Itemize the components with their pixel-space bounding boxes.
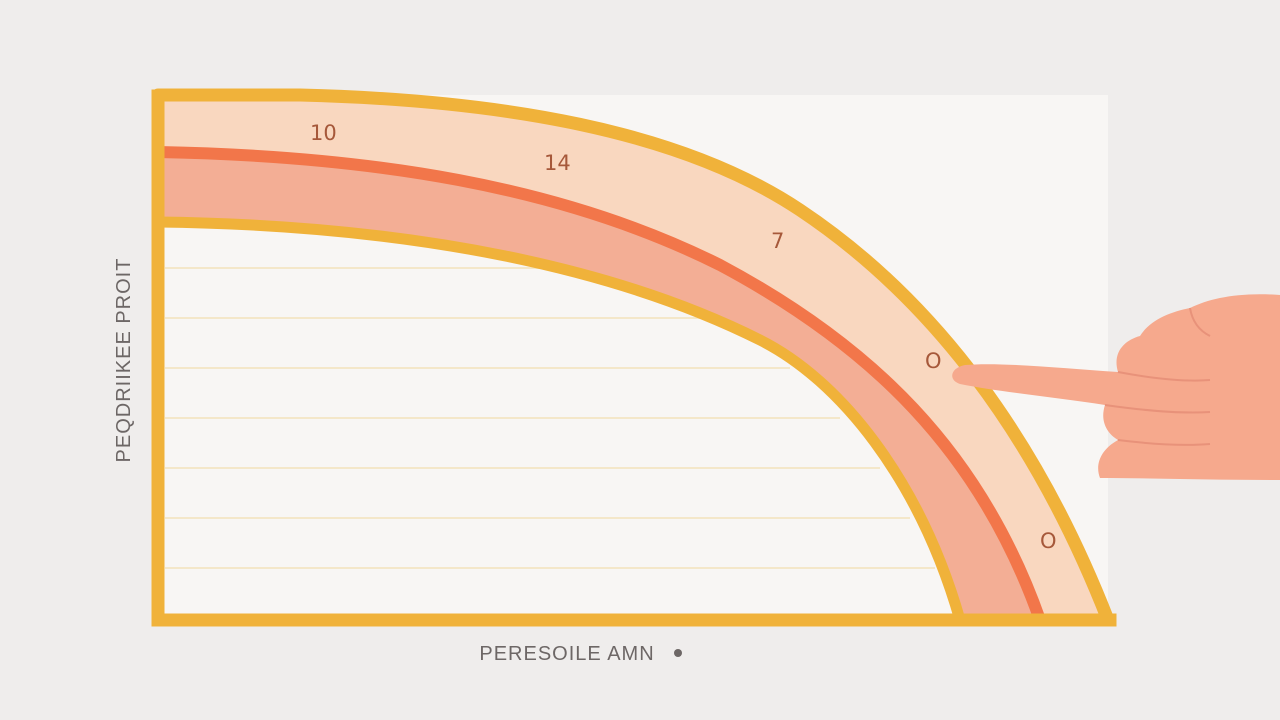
curve-label-o-lower: O bbox=[1040, 529, 1057, 553]
inner-band bbox=[158, 152, 1040, 620]
x-axis-label: PERESOILE AMN bbox=[479, 643, 654, 665]
curve-label-o-upper: O bbox=[925, 349, 942, 373]
inner-frontier-curve bbox=[152, 216, 966, 626]
curve-label-14: 14 bbox=[544, 151, 571, 175]
center-frontier-line bbox=[152, 146, 1046, 626]
curve-label-7: 7 bbox=[771, 229, 784, 253]
x-axis-marker-dot bbox=[674, 649, 682, 657]
y-axis-label: PEQDRIIKEE PROIT bbox=[113, 258, 135, 463]
outer-frontier-curve bbox=[151, 88, 1115, 627]
curve-label-10: 10 bbox=[310, 121, 337, 145]
pointing-hand-icon bbox=[952, 294, 1280, 480]
grid-lines bbox=[165, 267, 935, 569]
axes-frame bbox=[151, 89, 1117, 627]
